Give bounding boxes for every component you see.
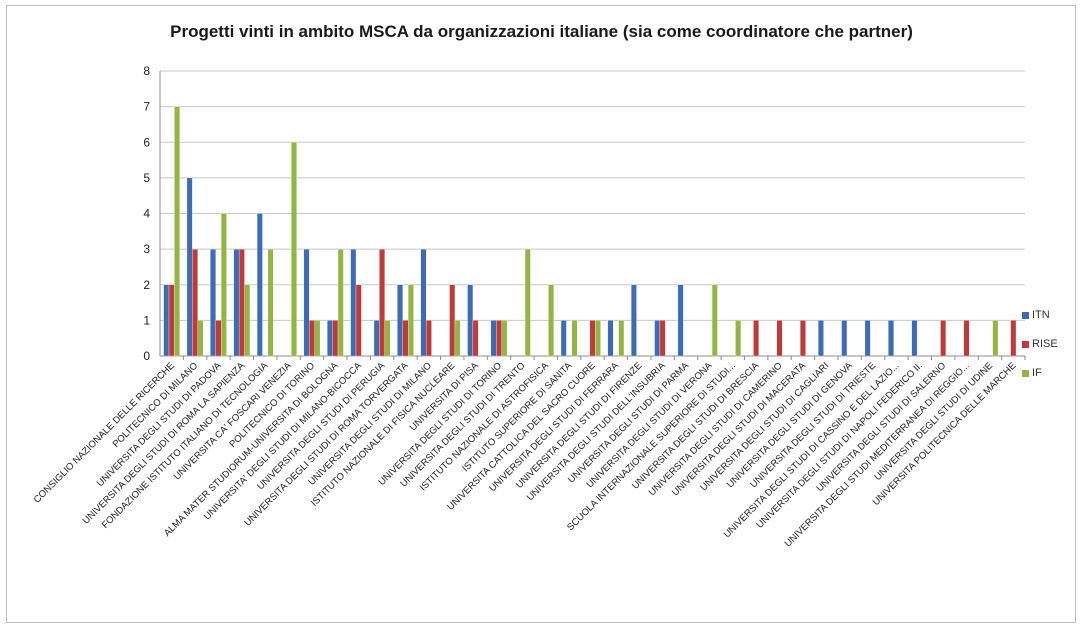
- bar-itn: [654, 320, 661, 357]
- bar-rise: [776, 320, 783, 357]
- bar-rise: [168, 284, 175, 357]
- legend-item-itn: ITN: [1022, 309, 1050, 321]
- y-tick-label: 2: [143, 278, 150, 292]
- bar-itn: [303, 248, 310, 357]
- bar-if: [408, 284, 414, 357]
- bar-if: [337, 248, 344, 357]
- bar-rise: [379, 248, 385, 357]
- legend-label-if: IF: [1032, 367, 1042, 379]
- bar-rise: [753, 320, 759, 357]
- legend-swatch-rise: [1022, 340, 1029, 348]
- bar-if: [454, 320, 461, 357]
- bar-rise: [215, 320, 222, 357]
- bar-if: [571, 320, 578, 357]
- bar-rise: [963, 320, 970, 357]
- bar-if: [595, 320, 601, 357]
- bar-if: [711, 284, 718, 357]
- bar-if: [314, 320, 321, 357]
- bar-if: [618, 320, 625, 357]
- bar-if: [992, 320, 999, 357]
- x-tick-label: FONDAZIONE ISTITUTO ITALIANO DI TECNOLOG…: [100, 360, 271, 531]
- bar-if: [244, 284, 251, 357]
- bar-rise: [800, 320, 806, 357]
- bar-itn: [841, 320, 848, 357]
- bar-rise: [426, 320, 432, 357]
- bar-itn: [631, 284, 637, 357]
- bar-if: [384, 320, 391, 357]
- bar-itn: [186, 177, 193, 357]
- bar-itn: [420, 248, 427, 357]
- y-tick-label: 4: [143, 207, 150, 221]
- bar-rise: [238, 248, 245, 357]
- y-tick-label: 7: [143, 100, 150, 114]
- bar-itn: [560, 320, 567, 357]
- bar-if: [735, 320, 742, 357]
- bar-itn: [350, 248, 357, 357]
- bar-if: [220, 213, 227, 357]
- bar-itn: [397, 284, 403, 357]
- legend-label-itn: ITN: [1032, 309, 1050, 321]
- bar-if: [174, 106, 180, 357]
- bar-if: [501, 320, 508, 357]
- bar-rise: [449, 284, 456, 357]
- bar-itn: [256, 213, 263, 357]
- bar-itn: [327, 320, 333, 357]
- y-tick-label: 5: [143, 171, 150, 185]
- bar-itn: [677, 284, 684, 357]
- bar-itn: [210, 248, 216, 357]
- bar-if: [548, 284, 554, 357]
- bar-itn: [467, 284, 474, 357]
- bar-itn: [163, 284, 170, 357]
- bar-if: [267, 248, 274, 357]
- bar-rise: [659, 320, 666, 357]
- bar-rise: [496, 320, 502, 357]
- bar-rise: [355, 284, 362, 357]
- bar-itn: [373, 320, 380, 357]
- y-tick-label: 0: [143, 349, 150, 363]
- bar-rise: [589, 320, 596, 357]
- bar-itn: [911, 320, 918, 357]
- bar-itn: [233, 248, 240, 357]
- bar-if: [291, 142, 297, 357]
- legend-item-rise: RISE: [1022, 338, 1058, 350]
- bar-rise: [402, 320, 409, 357]
- chart-frame: [6, 5, 1076, 623]
- bar-if: [524, 248, 531, 357]
- bar-rise: [472, 320, 479, 357]
- bar-itn: [607, 320, 614, 357]
- bar-itn: [888, 320, 894, 357]
- bar-rise: [1010, 320, 1017, 357]
- bar-rise: [192, 248, 198, 357]
- bar-rise: [332, 320, 339, 357]
- chart-title: Progetti vinti in ambito MSCA da organiz…: [170, 22, 913, 41]
- y-tick-label: 6: [143, 135, 150, 149]
- bar-itn: [490, 320, 497, 357]
- legend-swatch-if: [1022, 369, 1029, 377]
- y-tick-label: 8: [143, 64, 150, 78]
- bar-if: [197, 320, 204, 357]
- bar-itn: [818, 320, 824, 357]
- legend-label-rise: RISE: [1032, 338, 1058, 350]
- y-tick-label: 1: [143, 313, 150, 327]
- legend-item-if: IF: [1022, 367, 1042, 379]
- bar-rise: [940, 320, 947, 357]
- bar-rise: [309, 320, 315, 357]
- bar-itn: [864, 320, 871, 357]
- legend-swatch-itn: [1022, 311, 1029, 319]
- y-tick-label: 3: [143, 242, 150, 256]
